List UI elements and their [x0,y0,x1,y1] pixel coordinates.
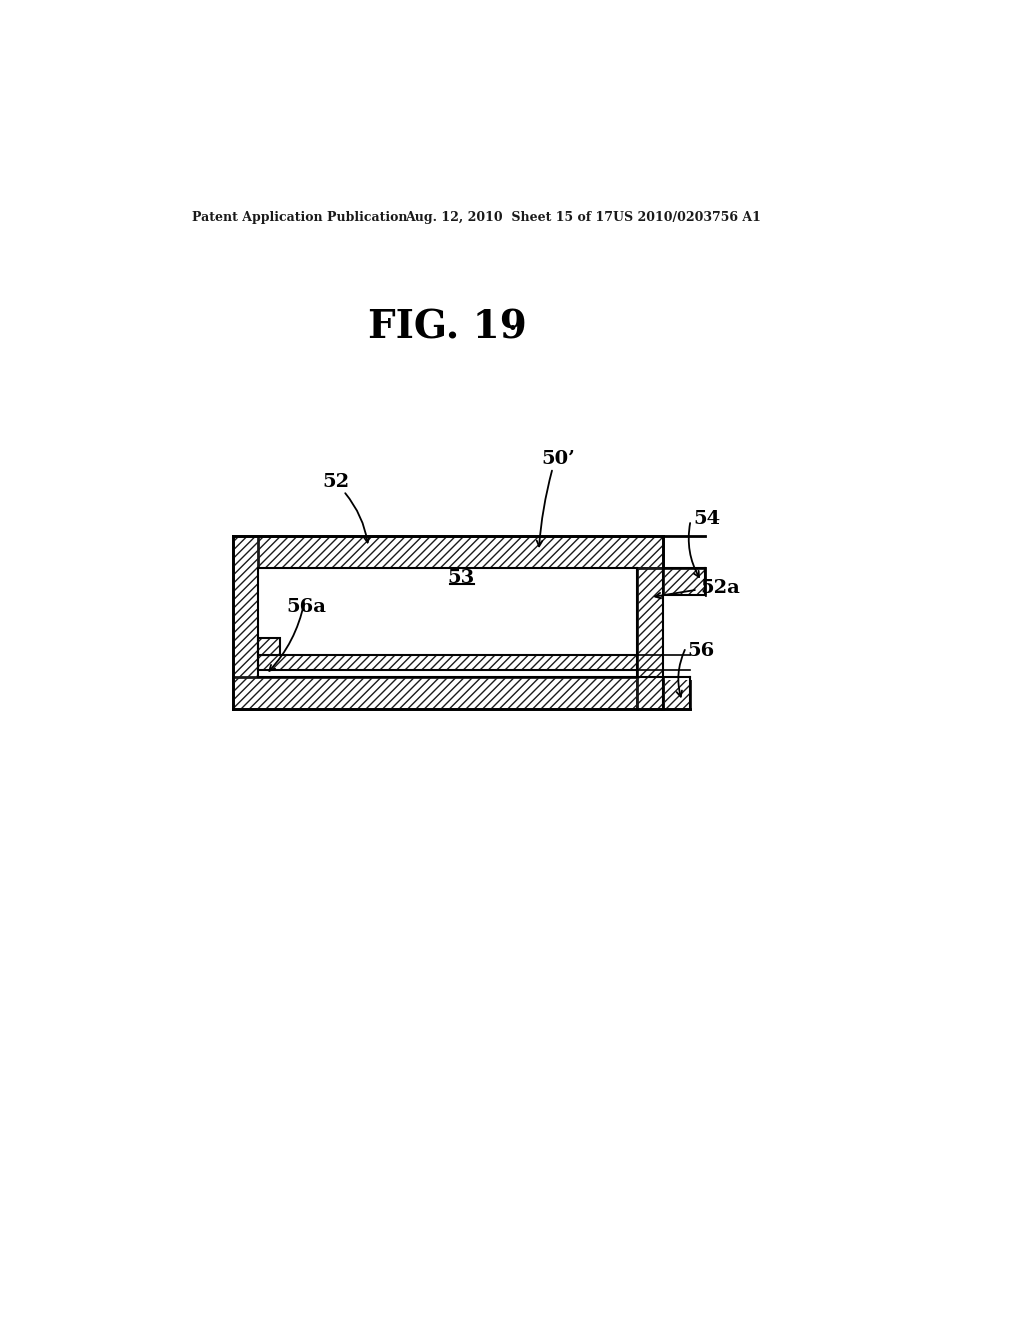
Text: 56a: 56a [287,598,327,615]
Bar [663,595,710,681]
Text: 56: 56 [687,643,715,660]
Text: 53: 53 [447,569,475,587]
Bar [232,677,690,709]
Text: US 2010/0203756 A1: US 2010/0203756 A1 [613,211,761,224]
Bar [258,568,637,677]
Bar [258,568,690,677]
Bar [258,568,637,655]
Bar [663,568,706,595]
Bar [663,568,706,595]
Bar [258,638,280,655]
Text: 50’: 50’ [542,450,575,467]
Text: FIG. 19: FIG. 19 [369,309,527,347]
Bar [232,536,663,568]
Bar [664,595,706,677]
Text: .: . [508,309,517,335]
Bar [637,568,663,709]
Text: Patent Application Publication: Patent Application Publication [193,211,408,224]
Text: 54: 54 [693,510,721,528]
Bar [258,655,690,671]
Text: 52a: 52a [700,579,739,597]
Bar [232,536,258,709]
Text: 52: 52 [323,473,349,491]
Text: Aug. 12, 2010  Sheet 15 of 17: Aug. 12, 2010 Sheet 15 of 17 [406,211,613,224]
Bar [637,568,663,709]
